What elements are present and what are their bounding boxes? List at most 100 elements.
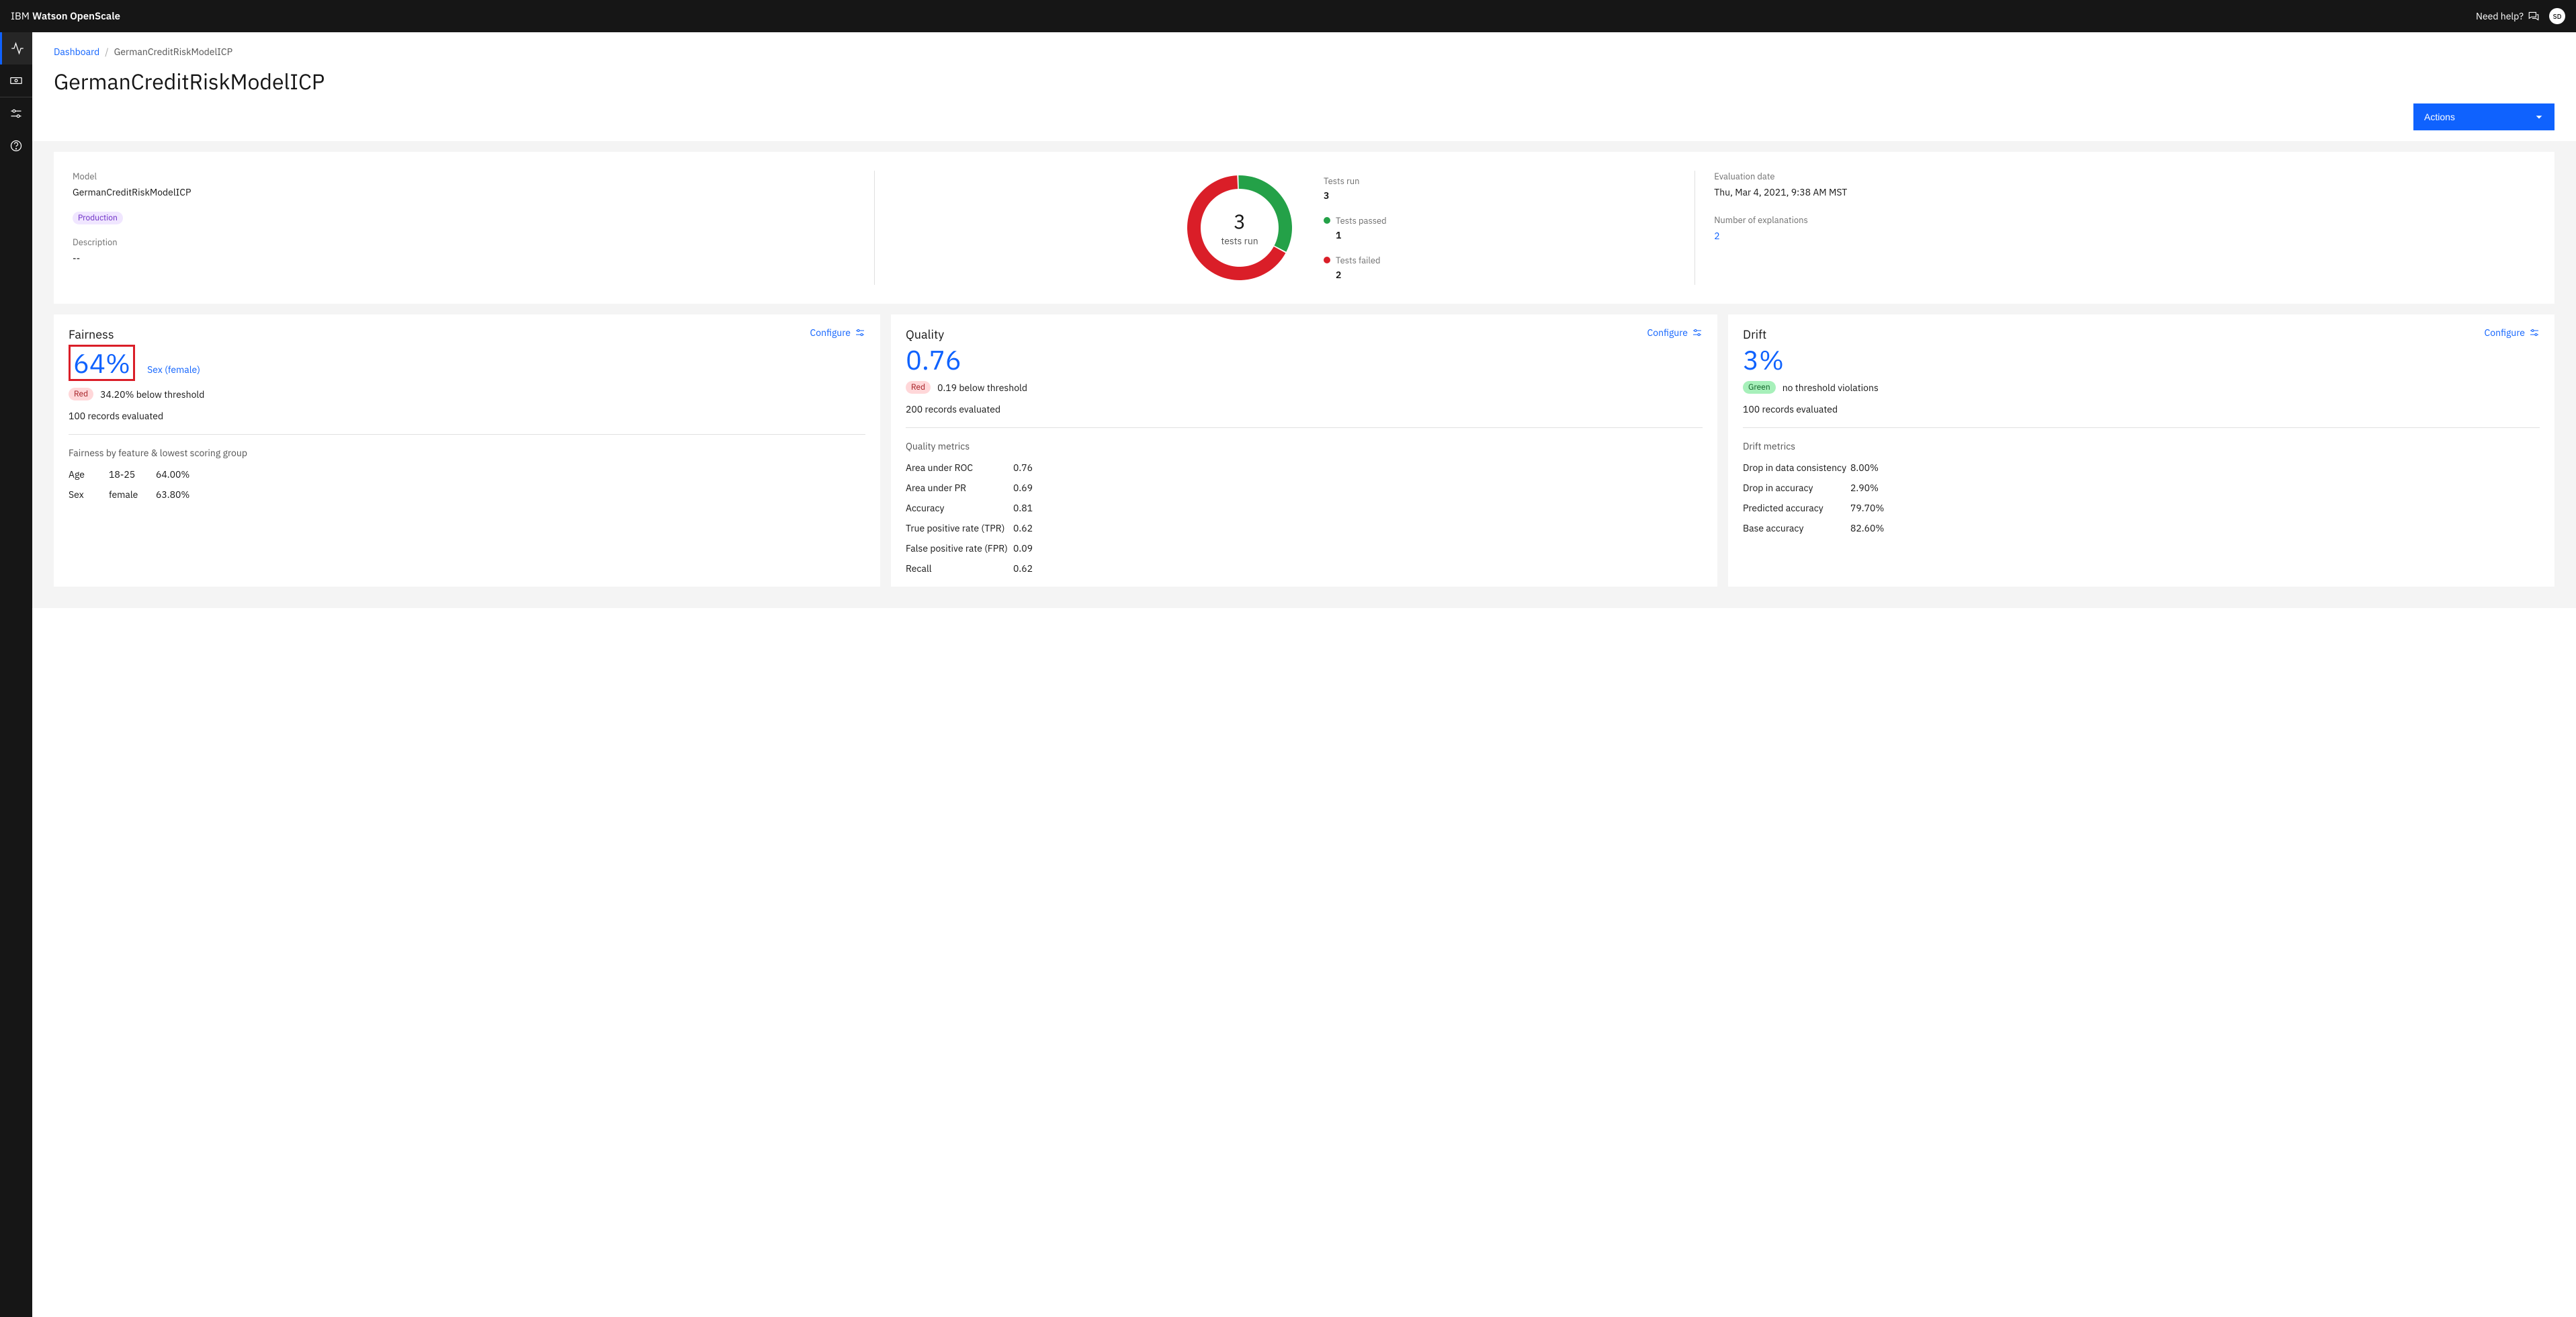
cards-row: Fairness Configure 64% Sex (female) R — [54, 314, 2554, 587]
metric-label: Drop in accuracy — [1743, 482, 1850, 494]
fairness-subhead: Fairness by feature & lowest scoring gro… — [69, 447, 865, 459]
fairness-feature: Sex — [69, 488, 109, 501]
table-row: Age18-2564.00% — [69, 468, 865, 480]
actions-row: Actions — [32, 103, 2576, 141]
production-badge: Production — [73, 212, 123, 224]
fairness-records: 100 records evaluated — [69, 410, 865, 422]
description-label: Description — [73, 237, 855, 248]
model-name: GermanCreditRiskModelICP — [73, 186, 855, 198]
tests-donut: 3 tests run — [1183, 171, 1297, 285]
rail-activity[interactable] — [0, 32, 32, 65]
table-row: Predicted accuracy79.70% — [1743, 502, 2540, 514]
fairness-status-text: 34.20% below threshold — [100, 388, 204, 400]
fairness-badge: Red — [69, 388, 93, 400]
brand-name: Watson OpenScale — [32, 10, 120, 23]
fairness-table: Age18-2564.00% Sexfemale63.80% — [69, 468, 865, 501]
summary-donut-col: 3 tests run Tests run 3 — [874, 171, 1695, 285]
rail-settings[interactable] — [0, 97, 32, 130]
tests-failed-value: 2 — [1336, 269, 1387, 281]
fairness-value: 64% — [73, 345, 130, 380]
metric-label: Base accuracy — [1743, 522, 1850, 534]
left-rail — [0, 32, 32, 1317]
main-content: Dashboard / GermanCreditRiskModelICP Ger… — [32, 32, 2576, 1317]
fairness-title: Fairness — [69, 327, 114, 342]
content-body: Model GermanCreditRiskModelICP Productio… — [32, 141, 2576, 608]
metric-value: 0.62 — [1013, 562, 1033, 575]
tests-passed-label: Tests passed — [1336, 215, 1387, 226]
explanations-label: Number of explanations — [1714, 214, 2536, 226]
actions-button[interactable]: Actions — [2413, 103, 2554, 130]
rail-help[interactable] — [0, 130, 32, 162]
help-link[interactable]: Need help? — [2476, 10, 2540, 22]
fairness-group[interactable]: Sex (female) — [147, 364, 200, 376]
metric-value: 0.81 — [1013, 502, 1033, 514]
sliders-icon — [9, 107, 23, 120]
tests-run-label: Tests run — [1324, 175, 1359, 187]
metric-value: 0.76 — [1013, 462, 1033, 474]
fairness-group: 18-25 — [109, 468, 156, 480]
metric-label: Accuracy — [906, 502, 1013, 514]
drift-configure[interactable]: Configure — [2485, 327, 2540, 339]
drift-title: Drift — [1743, 327, 1766, 342]
chat-icon — [2528, 10, 2540, 22]
table-row: Recall0.62 — [906, 562, 1703, 575]
avatar-initials: SD — [2553, 12, 2562, 21]
tests-passed-value: 1 — [1336, 229, 1387, 241]
metric-value: 8.00% — [1850, 462, 1879, 474]
brand: IBM Watson OpenScale — [11, 10, 120, 23]
breadcrumb-current: GermanCreditRiskModelICP — [114, 46, 232, 58]
metric-value: 0.09 — [1013, 542, 1033, 554]
rail-ticket[interactable] — [0, 65, 32, 97]
quality-records: 200 records evaluated — [906, 403, 1703, 415]
fairness-score: 64.00% — [156, 468, 189, 480]
metric-value: 0.62 — [1013, 522, 1033, 534]
drift-subhead: Drift metrics — [1743, 440, 2540, 452]
table-row: Area under ROC0.76 — [906, 462, 1703, 474]
drift-value: 3% — [1743, 345, 2540, 374]
drift-status-text: no threshold violations — [1783, 382, 1879, 394]
metric-label: True positive rate (TPR) — [906, 522, 1013, 534]
top-header: IBM Watson OpenScale Need help? SD — [0, 0, 2576, 32]
model-label: Model — [73, 171, 855, 182]
settings-icon — [2529, 327, 2540, 338]
donut-legend: Tests run 3 Tests passed 1 — [1324, 175, 1387, 281]
summary-panel: Model GermanCreditRiskModelICP Productio… — [54, 152, 2554, 304]
actions-label: Actions — [2424, 112, 2455, 122]
quality-status-text: 0.19 below threshold — [937, 382, 1027, 394]
configure-label: Configure — [810, 327, 851, 339]
summary-meta-col: Evaluation date Thu, Mar 4, 2021, 9:38 A… — [1694, 171, 2536, 285]
table-row: False positive rate (FPR)0.09 — [906, 542, 1703, 554]
breadcrumb-sep: / — [105, 46, 108, 58]
fairness-score: 63.80% — [156, 488, 189, 501]
explanations-link[interactable]: 2 — [1714, 230, 1719, 242]
failed-dot — [1324, 257, 1330, 263]
quality-table: Area under ROC0.76Area under PR0.69Accur… — [906, 462, 1703, 575]
metric-value: 82.60% — [1850, 522, 1884, 534]
drift-badge: Green — [1743, 381, 1776, 394]
activity-icon — [11, 42, 24, 55]
quality-subhead: Quality metrics — [906, 440, 1703, 452]
quality-value: 0.76 — [906, 345, 1703, 374]
eval-date-label: Evaluation date — [1714, 171, 2536, 182]
breadcrumb-root[interactable]: Dashboard — [54, 46, 99, 58]
help-icon — [9, 139, 23, 153]
table-row: Base accuracy82.60% — [1743, 522, 2540, 534]
fairness-group: female — [109, 488, 156, 501]
metric-label: Drop in data consistency — [1743, 462, 1850, 474]
quality-title: Quality — [906, 327, 944, 342]
fairness-feature: Age — [69, 468, 109, 480]
quality-configure[interactable]: Configure — [1647, 327, 1703, 339]
summary-model-col: Model GermanCreditRiskModelICP Productio… — [73, 171, 874, 285]
avatar[interactable]: SD — [2549, 8, 2565, 24]
fairness-configure[interactable]: Configure — [810, 327, 865, 339]
ticket-icon — [9, 74, 23, 87]
table-row: True positive rate (TPR)0.62 — [906, 522, 1703, 534]
donut-label: tests run — [1221, 235, 1258, 247]
metric-label: Area under PR — [906, 482, 1013, 494]
metric-value: 0.69 — [1013, 482, 1033, 494]
eval-date-value: Thu, Mar 4, 2021, 9:38 AM MST — [1714, 186, 2536, 198]
passed-dot — [1324, 217, 1330, 224]
fairness-highlight: 64% — [69, 345, 135, 381]
metric-label: Area under ROC — [906, 462, 1013, 474]
drift-records: 100 records evaluated — [1743, 403, 2540, 415]
